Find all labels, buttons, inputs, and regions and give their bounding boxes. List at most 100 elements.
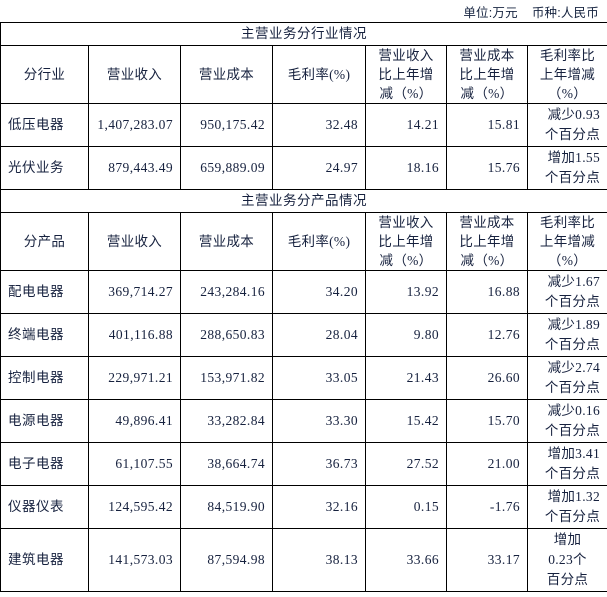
cell-cost: 38,664.74 — [180, 442, 273, 486]
header-line-2: 比上年增 — [378, 67, 434, 82]
cell-cost: 153,971.82 — [180, 356, 273, 400]
cell-revenue-change: 33.66 — [365, 528, 447, 592]
header-product: 分产品 — [0, 212, 89, 271]
cell-revenue: 141,573.03 — [88, 528, 181, 592]
delta-line-1: 增加3.41 — [547, 446, 601, 461]
cell-revenue: 61,107.55 — [88, 442, 181, 486]
delta-line-2: 个百分点 — [544, 294, 601, 309]
row-label: 低压电器 — [0, 103, 89, 147]
delta-line-2: 个百分点 — [544, 509, 601, 524]
cell-gross-margin: 24.97 — [272, 146, 366, 190]
row-label: 控制电器 — [0, 356, 89, 400]
table-row: 仪器仪表 124,595.42 84,519.90 32.16 0.15 -1.… — [0, 485, 607, 529]
row-label: 终端电器 — [0, 313, 89, 357]
delta-line-1: 减少0.16 — [547, 403, 601, 418]
cell-cost: 288,650.83 — [180, 313, 273, 357]
row-label: 仪器仪表 — [0, 485, 89, 529]
cell-cost-change: 15.70 — [446, 399, 528, 443]
header-line-3: （%） — [547, 253, 588, 268]
header-revenue: 营业收入 — [88, 45, 181, 104]
header-line-1: 营业收入 — [378, 48, 434, 63]
header-line-2: 比上年增 — [378, 234, 434, 249]
cell-revenue-change: 13.92 — [365, 270, 447, 314]
cell-gross-margin: 34.20 — [272, 270, 366, 314]
cell-revenue-change: 18.16 — [365, 146, 447, 190]
cell-cost: 84,519.90 — [180, 485, 273, 529]
section-title-row: 主营业务分行业情况 — [0, 22, 607, 46]
cell-revenue: 401,116.88 — [88, 313, 181, 357]
cell-revenue: 229,971.21 — [88, 356, 181, 400]
table-row: 终端电器 401,116.88 288,650.83 28.04 9.80 12… — [0, 313, 607, 357]
cell-gross-margin: 32.48 — [272, 103, 366, 147]
cell-revenue: 49,896.41 — [88, 399, 181, 443]
header-line-3: 减（%） — [460, 253, 514, 268]
header-line-3: 减（%） — [460, 86, 514, 101]
table-header-row-industry: 分行业 营业收入 营业成本 毛利率(%) 营业收入 比上年增 减（%） 营业成本… — [0, 45, 607, 104]
header-gross-margin: 毛利率(%) — [272, 212, 366, 271]
header-cost: 营业成本 — [180, 212, 273, 271]
cell-cost: 950,175.42 — [180, 103, 273, 147]
section-title-product: 主营业务分产品情况 — [0, 189, 607, 213]
delta-line-3: 百分点 — [546, 572, 589, 587]
header-revenue: 营业收入 — [88, 212, 181, 271]
delta-line-2: 个百分点 — [544, 170, 601, 185]
header-revenue-change: 营业收入 比上年增 减（%） — [365, 45, 447, 104]
cell-cost: 33,282.84 — [180, 399, 273, 443]
cell-cost-change: 15.81 — [446, 103, 528, 147]
table-row: 低压电器 1,407,283.07 950,175.42 32.48 14.21… — [0, 103, 607, 147]
cell-cost-change: 15.76 — [446, 146, 528, 190]
header-margin-change: 毛利率比 上年增减 （%） — [526, 212, 607, 271]
cell-cost-change: 21.00 — [446, 442, 528, 486]
row-label: 配电电器 — [0, 270, 89, 314]
cell-gross-margin: 33.05 — [272, 356, 366, 400]
cell-margin-change: 增加 0.23个 百分点 — [526, 528, 607, 592]
cell-revenue: 124,595.42 — [88, 485, 181, 529]
cell-revenue: 879,443.49 — [88, 146, 181, 190]
delta-line-1: 增加1.55 — [547, 150, 601, 165]
delta-line-1: 减少2.74 — [547, 360, 601, 375]
delta-line-1: 增加1.32 — [547, 489, 601, 504]
header-line-2: 上年增减 — [539, 234, 596, 249]
cell-gross-margin: 32.16 — [272, 485, 366, 529]
cell-revenue-change: 21.43 — [365, 356, 447, 400]
delta-line-2: 个百分点 — [544, 466, 601, 481]
unit-label: 单位:万元 — [463, 5, 518, 20]
delta-line-1: 减少0.93 — [547, 107, 601, 122]
header-line-3: 减（%） — [379, 253, 433, 268]
cell-margin-change: 减少0.16 个百分点 — [526, 399, 607, 443]
table-row: 电子电器 61,107.55 38,664.74 36.73 27.52 21.… — [0, 442, 607, 486]
header-line-1: 毛利率比 — [539, 48, 596, 63]
header-line-1: 营业成本 — [459, 215, 515, 230]
main-business-table: 主营业务分行业情况 分行业 营业收入 营业成本 毛利率(%) 营业收入 比上年增… — [0, 22, 607, 592]
cell-margin-change: 减少2.74 个百分点 — [526, 356, 607, 400]
table-row: 控制电器 229,971.21 153,971.82 33.05 21.43 2… — [0, 356, 607, 400]
delta-line-2: 个百分点 — [544, 337, 601, 352]
delta-line-1: 减少1.89 — [547, 317, 601, 332]
delta-line-2: 0.23个 — [548, 552, 587, 567]
cell-cost-change: -1.76 — [446, 485, 528, 529]
cell-margin-change: 减少1.89 个百分点 — [526, 313, 607, 357]
header-line-2: 比上年增 — [459, 67, 515, 82]
cell-margin-change: 减少1.67 个百分点 — [526, 270, 607, 314]
row-label: 电源电器 — [0, 399, 89, 443]
header-line-2: 上年增减 — [539, 67, 596, 82]
cell-revenue-change: 9.80 — [365, 313, 447, 357]
delta-line-1: 减少1.67 — [547, 274, 601, 289]
section-title-row: 主营业务分产品情况 — [0, 189, 607, 213]
cell-cost-change: 12.76 — [446, 313, 528, 357]
table-row: 光伏业务 879,443.49 659,889.09 24.97 18.16 1… — [0, 146, 607, 190]
row-label: 建筑电器 — [0, 528, 89, 592]
cell-cost: 87,594.98 — [180, 528, 273, 592]
row-label: 电子电器 — [0, 442, 89, 486]
header-line-1: 营业收入 — [378, 215, 434, 230]
header-gross-margin: 毛利率(%) — [272, 45, 366, 104]
header-industry: 分行业 — [0, 45, 89, 104]
cell-margin-change: 增加1.55 个百分点 — [526, 146, 607, 190]
table-row: 建筑电器 141,573.03 87,594.98 38.13 33.66 33… — [0, 528, 607, 592]
header-line-2: 比上年增 — [459, 234, 515, 249]
currency-label: 币种:人民币 — [531, 5, 599, 20]
header-line-3: 减（%） — [379, 86, 433, 101]
cell-gross-margin: 36.73 — [272, 442, 366, 486]
table-row: 配电电器 369,714.27 243,284.16 34.20 13.92 1… — [0, 270, 607, 314]
